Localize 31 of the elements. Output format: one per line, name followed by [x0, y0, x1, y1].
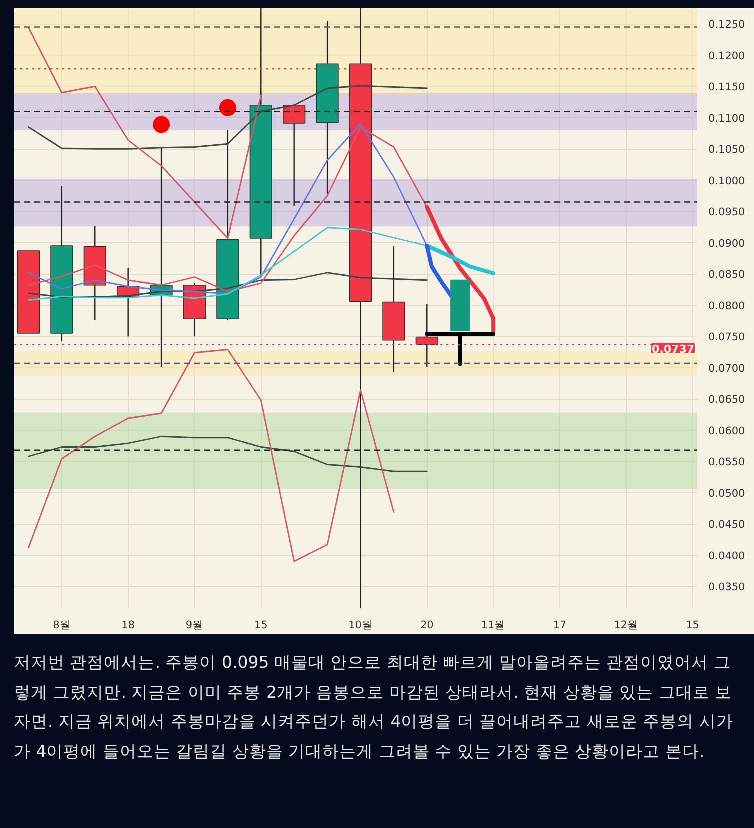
- y-tick-label: 0.0850: [708, 269, 746, 282]
- x-tick-label: 20: [420, 620, 434, 632]
- x-tick-label: 18: [122, 620, 136, 632]
- y-tick-label: 0.1150: [708, 82, 746, 94]
- y-tick-label: 0.1050: [708, 144, 746, 156]
- ref-line-label: 0.0737: [652, 342, 695, 356]
- x-tick-label: 8월: [53, 620, 71, 632]
- y-tick-label: 0.1200: [708, 50, 746, 62]
- y-tick-label: 0.1100: [708, 112, 746, 125]
- y-tick-label: 0.0450: [708, 519, 746, 532]
- y-tick-label: 0.0350: [708, 582, 746, 594]
- y-tick-label: 0.0950: [708, 206, 746, 219]
- x-tick-label: 15: [686, 620, 700, 632]
- y-tick-label: 0.0550: [708, 456, 746, 469]
- y-tick-label: 0.1250: [708, 19, 746, 32]
- x-tick-label: 15: [254, 620, 268, 632]
- y-tick-label: 0.0650: [708, 394, 746, 406]
- x-tick-label: 11월: [481, 620, 506, 632]
- y-tick-label: 0.0750: [708, 332, 746, 344]
- x-tick-label: 12월: [614, 620, 639, 632]
- y-tick-label: 0.0800: [708, 300, 746, 312]
- y-tick-label: 0.0900: [708, 238, 746, 250]
- text: 저저번 관점에서는. 주봉이 0.095 매물대 안으로 최대한 빠르게 말아올려주는 관점이였어서 그렇게 그렸지만. 지금은 이미 주봉 2개가 음봉으로 마감된 상태라서. 현재 상황을 있는 그대로 보자면. 지금 위치에서 주봉마감을 시켜주던가 해서 4이평을 더 끌어내려주고 새로운 주봉의 시가가 4이평에 들어오는 갈림길 상황을 기대하는게 그려볼 수 있는 가장 좋은 상황이라고 본다.: [14, 652, 734, 764]
- y-tick-label: 0.0400: [708, 550, 746, 562]
- y-tick-label: 0.0600: [708, 425, 746, 438]
- y-tick-label: 0.1000: [708, 175, 746, 188]
- y-tick-label: 0.0700: [708, 362, 746, 375]
- x-tick-label: 10월: [348, 620, 373, 632]
- x-tick-label: 17: [553, 620, 567, 632]
- y-tick-label: 0.0500: [708, 488, 746, 500]
- x-tick-label: 9월: [186, 620, 204, 632]
